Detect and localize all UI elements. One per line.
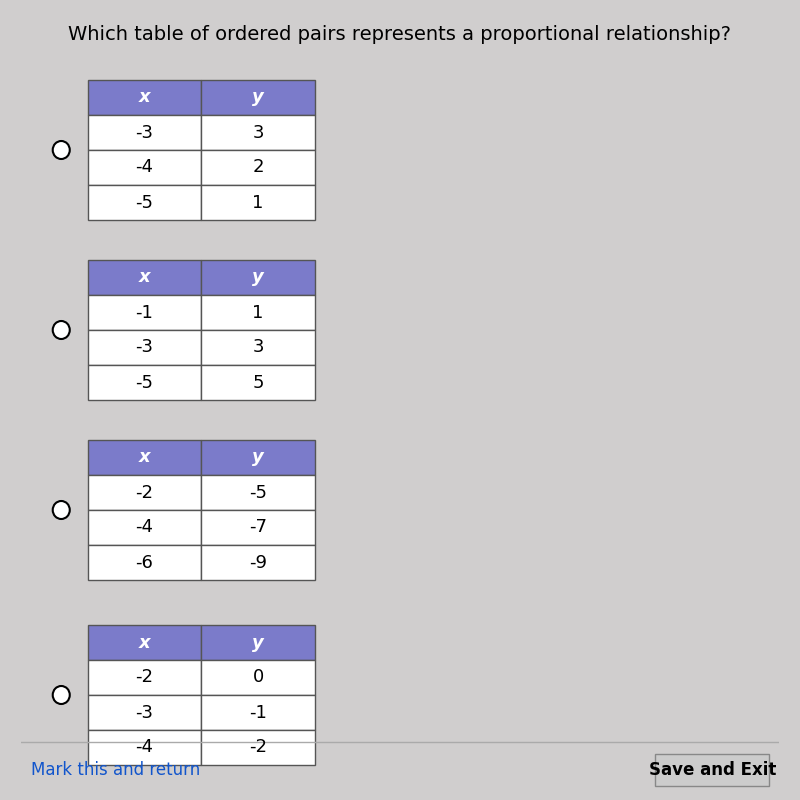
Bar (202, 295, 315, 330)
Text: y: y (252, 89, 264, 106)
Bar (202, 150, 315, 185)
Bar (88, 510, 202, 545)
Bar (202, 475, 315, 510)
Bar (88, 695, 202, 730)
Text: x: x (138, 634, 150, 651)
Text: -5: -5 (135, 194, 154, 211)
Text: -1: -1 (135, 303, 154, 322)
Text: -5: -5 (249, 483, 267, 502)
Text: 3: 3 (252, 338, 264, 357)
Bar (88, 440, 202, 475)
Bar (655, 754, 769, 786)
Circle shape (53, 686, 70, 704)
Bar (202, 115, 315, 150)
Text: x: x (138, 269, 150, 286)
Text: -6: -6 (135, 554, 154, 571)
Text: 1: 1 (252, 303, 264, 322)
Bar (88, 115, 202, 150)
Bar (202, 260, 315, 295)
Bar (202, 330, 315, 365)
Text: -4: -4 (135, 158, 154, 177)
Bar (88, 150, 202, 185)
Text: x: x (138, 449, 150, 466)
Bar (88, 625, 202, 660)
Text: 2: 2 (252, 158, 264, 177)
Bar (202, 185, 315, 220)
Text: Mark this and return: Mark this and return (31, 761, 200, 779)
Bar (88, 730, 202, 765)
Text: 5: 5 (252, 374, 264, 391)
Bar (88, 475, 202, 510)
Bar (88, 365, 202, 400)
Circle shape (53, 321, 70, 339)
Text: -2: -2 (249, 738, 267, 757)
Circle shape (53, 501, 70, 519)
Text: -3: -3 (135, 123, 154, 142)
Text: -1: -1 (249, 703, 267, 722)
Text: 0: 0 (253, 669, 264, 686)
Bar (88, 80, 202, 115)
Bar (202, 730, 315, 765)
Text: Which table of ordered pairs represents a proportional relationship?: Which table of ordered pairs represents … (69, 25, 731, 44)
Text: 3: 3 (252, 123, 264, 142)
Bar (88, 660, 202, 695)
Bar (202, 660, 315, 695)
Text: -3: -3 (135, 338, 154, 357)
Text: -3: -3 (135, 703, 154, 722)
Bar (88, 185, 202, 220)
Bar (88, 260, 202, 295)
Text: -5: -5 (135, 374, 154, 391)
Text: Save and Exit: Save and Exit (649, 761, 776, 779)
Bar (202, 440, 315, 475)
Bar (202, 695, 315, 730)
Text: 1: 1 (252, 194, 264, 211)
Text: -9: -9 (249, 554, 267, 571)
Text: -2: -2 (135, 669, 154, 686)
Bar (202, 80, 315, 115)
Bar (202, 625, 315, 660)
Bar (88, 545, 202, 580)
Bar (202, 365, 315, 400)
Text: y: y (252, 269, 264, 286)
Bar (88, 330, 202, 365)
Bar (202, 510, 315, 545)
Bar (88, 295, 202, 330)
Circle shape (53, 141, 70, 159)
Text: -7: -7 (249, 518, 267, 537)
Text: y: y (252, 449, 264, 466)
Text: x: x (138, 89, 150, 106)
Text: -2: -2 (135, 483, 154, 502)
Bar (202, 545, 315, 580)
Text: -4: -4 (135, 518, 154, 537)
Text: y: y (252, 634, 264, 651)
Text: -4: -4 (135, 738, 154, 757)
